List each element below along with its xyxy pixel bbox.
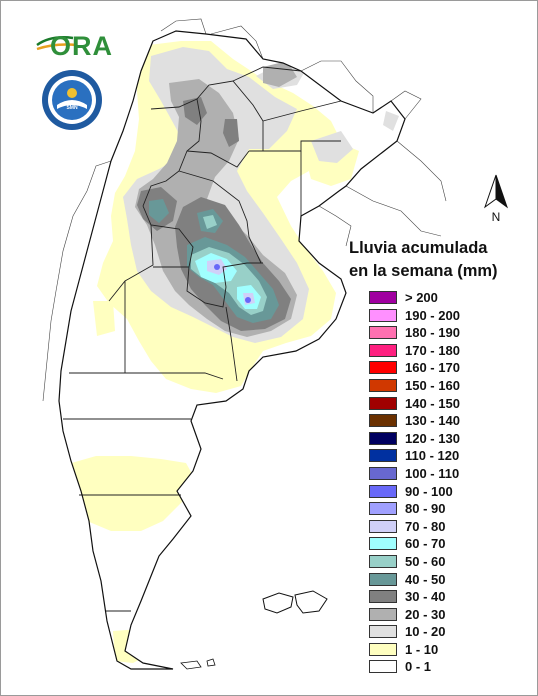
legend-label: 90 - 100 bbox=[405, 483, 453, 499]
legend-label: 130 - 140 bbox=[405, 413, 460, 429]
legend-swatch bbox=[369, 466, 397, 480]
north-label: N bbox=[492, 210, 501, 224]
legend-swatch bbox=[369, 519, 397, 533]
legend-swatch bbox=[369, 414, 397, 428]
legend-swatch bbox=[369, 572, 397, 586]
legend-label: 100 - 110 bbox=[405, 465, 460, 481]
legend-title-line-2: en la semana (mm) bbox=[349, 262, 498, 280]
legend-swatch bbox=[369, 484, 397, 498]
legend-swatch bbox=[369, 431, 397, 445]
legend-label: 80 - 90 bbox=[405, 501, 446, 517]
legend-swatch bbox=[369, 537, 397, 551]
legend-label: 190 - 200 bbox=[405, 307, 460, 323]
legend-swatch bbox=[369, 291, 397, 304]
legend-swatch bbox=[369, 625, 397, 639]
legend-label: 180 - 190 bbox=[405, 325, 460, 341]
legend-label: > 200 bbox=[405, 290, 438, 305]
legend-label: 1 - 10 bbox=[405, 641, 439, 657]
legend-title-line-1: Lluvia acumulada bbox=[349, 239, 488, 257]
neighbour-outlines bbox=[42, 18, 447, 402]
province-boundaries bbox=[63, 66, 342, 612]
legend-label: 150 - 160 bbox=[405, 377, 460, 393]
legend-label: 60 - 70 bbox=[405, 536, 446, 552]
legend-label: 10 - 20 bbox=[405, 624, 446, 640]
legend-swatch bbox=[369, 361, 397, 375]
legend-swatch bbox=[369, 554, 397, 568]
legend-swatch bbox=[369, 660, 397, 674]
legend-swatch bbox=[369, 378, 397, 392]
legend-label: 110 - 120 bbox=[405, 448, 460, 464]
legend-swatch bbox=[369, 326, 397, 340]
legend-label: 30 - 40 bbox=[405, 589, 446, 605]
legend-swatch bbox=[369, 502, 397, 516]
ora-logo bbox=[36, 36, 78, 51]
ora-logo-text: ORA bbox=[50, 31, 113, 61]
legend-label: 70 - 80 bbox=[405, 518, 446, 534]
legend-label: 40 - 50 bbox=[405, 571, 446, 587]
legend-swatch bbox=[369, 642, 397, 656]
legend-swatch bbox=[369, 449, 397, 463]
legend-label: 50 - 60 bbox=[405, 553, 446, 569]
legend-label: 120 - 130 bbox=[405, 430, 460, 446]
smn-seal: SMN bbox=[42, 70, 102, 130]
legend-swatch bbox=[369, 343, 397, 357]
legend-title: Lluvia acumulada en la semana (mm) bbox=[349, 237, 519, 283]
legend-swatch bbox=[369, 308, 397, 322]
malvinas-islands bbox=[262, 590, 328, 614]
svg-text:SMN: SMN bbox=[66, 105, 78, 111]
legend-swatch bbox=[369, 396, 397, 410]
legend-swatch bbox=[369, 590, 397, 604]
north-arrow-icon: N bbox=[484, 174, 508, 224]
tierra-del-fuego-islets bbox=[180, 658, 216, 670]
legend-label: 170 - 180 bbox=[405, 342, 460, 358]
legend-swatch bbox=[369, 607, 397, 621]
legend-label: 0 - 1 bbox=[405, 659, 432, 675]
legend-label: 20 - 30 bbox=[405, 606, 446, 622]
legend-label: 160 - 170 bbox=[405, 360, 460, 376]
legend-label: 140 - 150 bbox=[405, 395, 460, 411]
